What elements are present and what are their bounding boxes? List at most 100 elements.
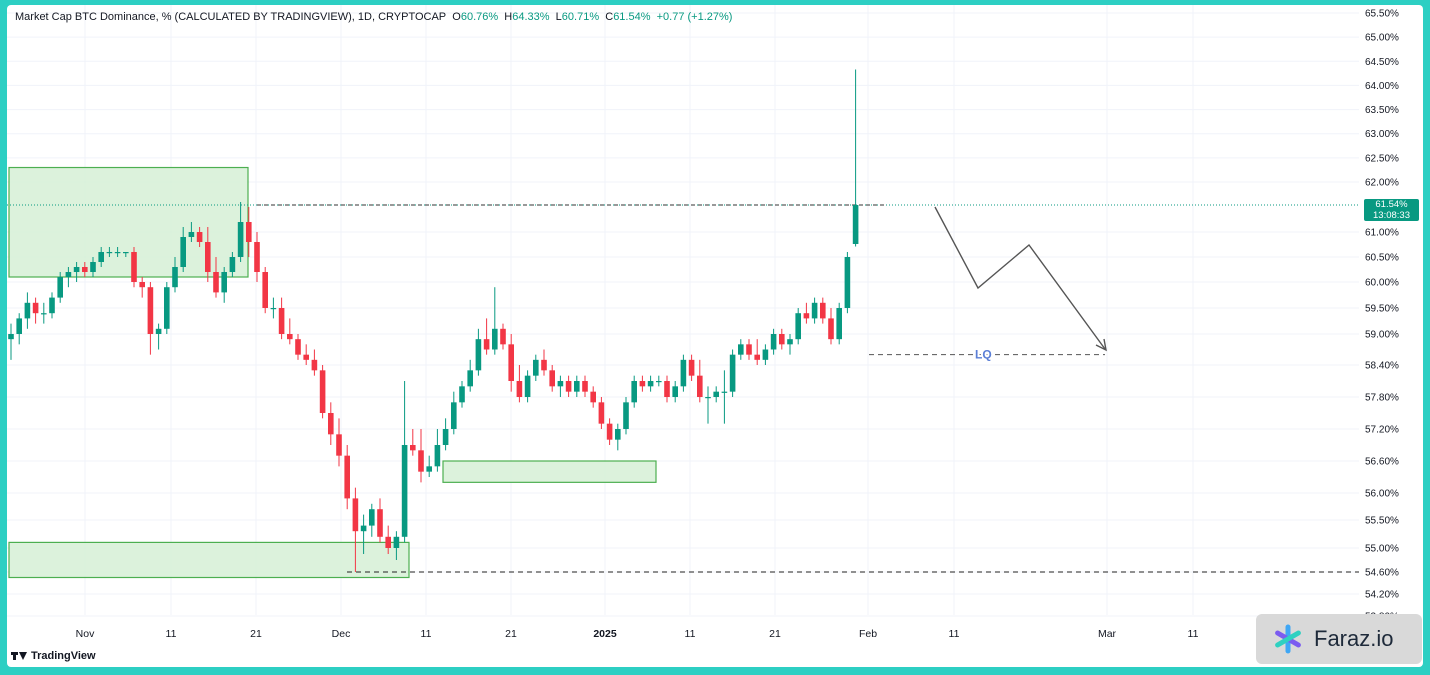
candle-body-62 — [516, 381, 523, 397]
candle-body-45 — [377, 509, 383, 537]
candle-body-96 — [795, 313, 801, 340]
candle-body-60 — [500, 328, 506, 345]
y-tick-label: 55.50% — [1365, 516, 1399, 527]
candle-body-97 — [803, 313, 810, 319]
candle-body-92 — [762, 349, 769, 360]
candle-body-44 — [369, 509, 375, 526]
candle-body-12 — [106, 252, 113, 254]
y-tick-label: 61.00% — [1365, 228, 1399, 239]
projection-path — [934, 206, 1106, 350]
candle-body-40 — [336, 434, 342, 456]
candle-body-59 — [492, 328, 498, 350]
candle-body-54 — [451, 402, 457, 429]
x-tick-label: 21 — [769, 628, 781, 640]
x-tick-label: Mar — [1098, 628, 1117, 640]
x-tick-label: 11 — [421, 628, 432, 640]
candle-body-35 — [295, 339, 301, 355]
candle-body-66 — [549, 370, 555, 387]
high-value: 64.33% — [512, 11, 550, 23]
candle-body-90 — [746, 344, 752, 355]
candle-body-79 — [656, 381, 662, 383]
current-price: 61.54% — [1375, 199, 1408, 210]
candle-body-7 — [65, 272, 72, 277]
candle-body-64 — [533, 359, 539, 376]
candle-body-48 — [401, 445, 408, 537]
candle-body-8 — [73, 267, 80, 272]
candle-body-67 — [557, 381, 564, 387]
faraz-label: Faraz.io — [1314, 626, 1394, 651]
candle-body-52 — [434, 445, 441, 467]
candle-body-2 — [24, 302, 31, 319]
x-tick-label: 21 — [505, 628, 517, 640]
x-tick-label: 11 — [949, 628, 960, 640]
change-value: +0.77 (+1.27%) — [656, 11, 733, 23]
candle-body-65 — [541, 359, 547, 371]
projection-arrowhead — [1095, 338, 1107, 352]
faraz-watermark: Faraz.io — [1256, 614, 1422, 664]
candle-body-11 — [98, 252, 104, 262]
symbol-title: Market Cap BTC Dominance, % (CALCULATED … — [15, 11, 447, 23]
y-tick-label: 64.00% — [1365, 81, 1399, 92]
candle-body-28 — [237, 222, 244, 257]
candle-body-43 — [360, 525, 367, 532]
candle-body-10 — [90, 262, 96, 272]
candle-body-84 — [697, 375, 703, 397]
tradingview-icon — [11, 651, 27, 661]
candle-body-95 — [787, 339, 793, 345]
y-tick-label: 58.40% — [1365, 361, 1399, 372]
y-tick-label: 63.50% — [1365, 105, 1399, 116]
candle-body-70 — [582, 381, 588, 392]
candle-body-91 — [754, 354, 760, 360]
y-tick-label: 62.00% — [1365, 178, 1399, 189]
candle-body-15 — [131, 252, 137, 282]
candle-body-17 — [147, 287, 154, 334]
chart-canvas[interactable]: LQ 65.50% 65.00% 64.50% 64.00% 63.50% 63.00% 62… — [7, 5, 1423, 667]
x-tick-label: 11 — [166, 628, 177, 640]
candle-body-49 — [410, 445, 416, 451]
candle-body-47 — [393, 536, 400, 548]
candle-body-0 — [8, 334, 14, 340]
tradingview-logo[interactable]: TradingView — [11, 650, 96, 662]
open-label: O — [452, 11, 461, 23]
close-value: 61.54% — [613, 11, 651, 23]
candle-body-46 — [385, 536, 391, 548]
x-tick-label: 2025 — [593, 628, 617, 640]
low-value: 60.71% — [561, 11, 600, 23]
chart-header: Market Cap BTC Dominance, % (CALCULATED … — [15, 11, 732, 23]
candle-body-34 — [287, 334, 293, 340]
candle-body-36 — [303, 354, 309, 360]
x-tick-label: Dec — [332, 628, 351, 640]
candle-body-76 — [631, 381, 637, 403]
bar-countdown: 13:08:33 — [1373, 210, 1410, 221]
candle-body-21 — [180, 237, 186, 267]
candle-body-24 — [205, 242, 211, 272]
y-tick-label: 54.20% — [1365, 590, 1399, 601]
open-value: 60.76% — [460, 11, 499, 23]
chart-frame: LQ 65.50% 65.00% 64.50% 64.00% 63.50% 63.00% 62… — [7, 5, 1423, 667]
y-tick-label: 57.80% — [1365, 393, 1399, 404]
candle-body-78 — [647, 381, 654, 387]
candle-body-18 — [155, 328, 162, 334]
y-tick-label: 64.50% — [1365, 57, 1399, 68]
x-tick-label: 21 — [250, 628, 262, 640]
faraz-logo-icon — [1275, 624, 1301, 654]
y-tick-label: 57.20% — [1365, 425, 1399, 436]
candle-body-89 — [738, 344, 744, 355]
candle-body-55 — [459, 386, 465, 403]
candle-body-31 — [262, 272, 268, 308]
x-tick-label: Nov — [76, 628, 95, 640]
y-tick-label: 63.00% — [1365, 129, 1399, 140]
candle-body-25 — [213, 272, 219, 293]
y-tick-label: 56.00% — [1365, 489, 1399, 500]
y-tick-label: 55.00% — [1365, 544, 1399, 555]
candle-body-71 — [590, 391, 596, 403]
candle-body-39 — [328, 413, 334, 435]
y-tick-label: 59.00% — [1365, 330, 1399, 341]
candle-body-29 — [246, 222, 252, 242]
candle-body-50 — [418, 450, 424, 472]
y-tick-label: 54.60% — [1365, 568, 1399, 579]
y-tick-label: 60.50% — [1365, 253, 1399, 264]
candle-body-57 — [475, 339, 482, 371]
current-price-tag: 61.54% 13:08:33 — [1364, 199, 1419, 221]
candle-body-63 — [524, 375, 531, 397]
